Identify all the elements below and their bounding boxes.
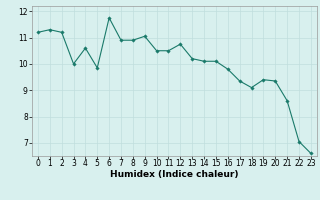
X-axis label: Humidex (Indice chaleur): Humidex (Indice chaleur) [110,170,239,179]
